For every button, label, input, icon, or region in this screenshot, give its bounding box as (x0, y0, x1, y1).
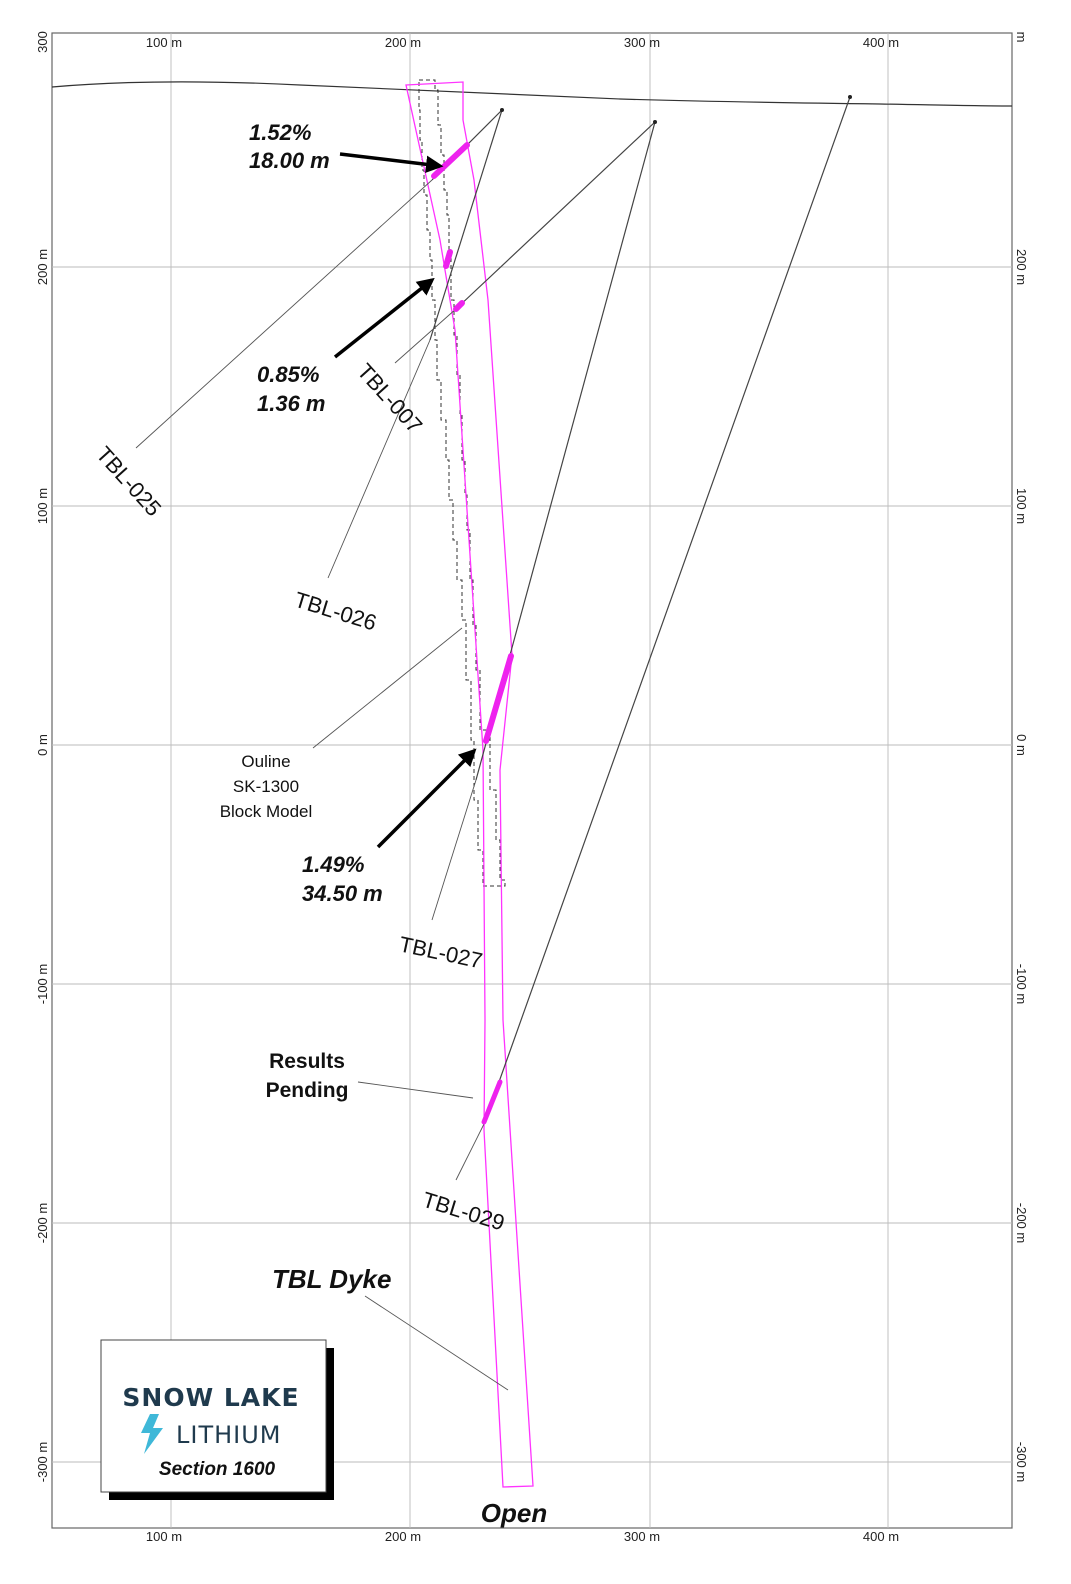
intercept-tbl-026 (443, 249, 453, 269)
y-tick-left-0: 0 m (35, 734, 50, 756)
drillhole-traces (429, 96, 851, 1125)
label-tbl-025: TBL-025 (91, 442, 166, 521)
arrow-intercept-b (333, 277, 435, 359)
x-tick-bottom-400: 400 m (863, 1529, 899, 1544)
block-model-outline (418, 79, 506, 887)
logo-line2: LITHIUM (176, 1421, 282, 1449)
topography-line (51, 81, 1013, 107)
y-tick-right-100: 100 m (1014, 488, 1029, 524)
lightning-bolt-icon (141, 1414, 163, 1454)
x-tick-bottom-200: 200 m (385, 1529, 421, 1544)
y-tick-left-minus100: -100 m (35, 964, 50, 1004)
intercept-c-length: 34.50 m (302, 881, 383, 906)
collars (500, 95, 852, 124)
open-label: Open (481, 1498, 547, 1528)
outline-label-line1: Ouline (241, 752, 290, 771)
intercept-tbl-007 (453, 300, 465, 312)
drillhole-tbl-029-trace (483, 96, 851, 1125)
label-tbl-029: TBL-029 (420, 1187, 508, 1236)
y-tick-left-minus200: -200 m (35, 1203, 50, 1243)
logo-box: SNOW LAKE LITHIUM Section 1600 (100, 1339, 334, 1500)
x-tick-top-200: 200 m (385, 35, 421, 50)
x-tick-top-400: 400 m (863, 35, 899, 50)
label-leaders (135, 179, 509, 1391)
label-tbl-026: TBL-026 (292, 587, 380, 636)
arrow-intercept-c (376, 748, 477, 849)
x-tick-top-300: 300 m (624, 35, 660, 50)
drillhole-tbl-026-trace (429, 109, 503, 341)
y-tick-right-minus300: -300 m (1014, 1442, 1029, 1482)
intercept-b-length: 1.36 m (257, 391, 326, 416)
grid (52, 33, 1012, 1528)
pending-label-line1: Results (269, 1050, 345, 1073)
intercept-a-length: 18.00 m (249, 148, 330, 173)
map-frame (51, 32, 1013, 1529)
logo-section: Section 1600 (159, 1459, 276, 1480)
y-tick-left-minus300: -300 m (35, 1442, 50, 1482)
intercept-b-grade: 0.85% (257, 362, 319, 387)
intercept-tbl-025 (431, 142, 470, 179)
x-tick-bottom-300: 300 m (624, 1529, 660, 1544)
y-tick-right-0: 0 m (1014, 734, 1029, 756)
intercept-a-grade: 1.52% (249, 120, 311, 145)
drillhole-tbl-007-trace (456, 121, 656, 309)
tbl-dyke-outline (405, 81, 534, 1488)
intercept-c-grade: 1.49% (302, 852, 364, 877)
callout-arrows (333, 152, 477, 849)
x-tick-top-100: 100 m (146, 35, 182, 50)
y-tick-left-200: 200 m (35, 249, 50, 285)
y-tick-right-minus200: -200 m (1014, 1203, 1029, 1243)
x-tick-bottom-100: 100 m (146, 1529, 182, 1544)
outline-label-line2: SK-1300 (233, 777, 299, 796)
label-tbl-007: TBL-007 (352, 359, 427, 438)
y-tick-right-top: m (1014, 32, 1029, 43)
dyke-label: TBL Dyke (272, 1264, 391, 1294)
intercept-tbl-029 (481, 1079, 503, 1125)
arrow-intercept-a (339, 152, 444, 174)
y-tick-right-200: 200 m (1014, 249, 1029, 285)
logo-line1: SNOW LAKE (122, 1383, 299, 1412)
y-tick-right-minus100: -100 m (1014, 964, 1029, 1004)
y-tick-left-100: 100 m (35, 488, 50, 524)
pending-label-line2: Pending (266, 1079, 349, 1102)
y-tick-left-300: 300 (35, 31, 50, 53)
intercept-tbl-027 (483, 653, 514, 744)
outline-label-line3: Block Model (220, 802, 313, 821)
